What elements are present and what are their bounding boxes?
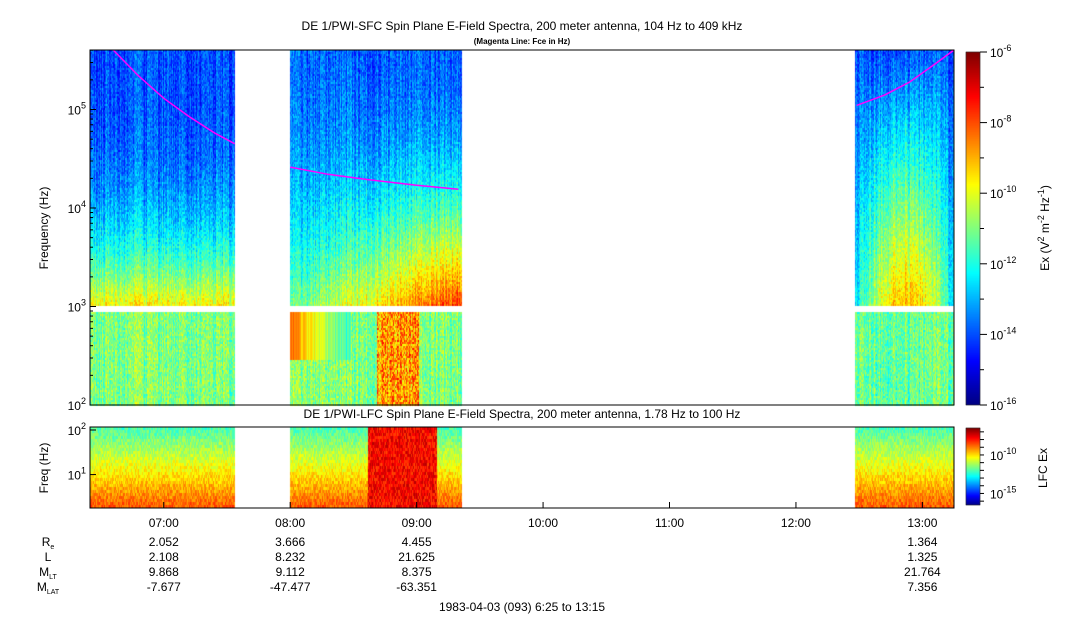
fce-line (290, 166, 459, 191)
x-tick-label: 08:00 (275, 516, 305, 530)
lfc-y-axis-label: Freq (Hz) (37, 443, 51, 494)
ephemeris-value: 9.868 (149, 565, 179, 579)
ephemeris-value: -7.677 (147, 580, 181, 594)
ephemeris-value: -47.477 (270, 580, 311, 594)
y-tick-label: 105 (68, 101, 86, 118)
y-tick-label: 102 (68, 396, 86, 413)
ephemeris-value: 1.325 (907, 550, 937, 564)
sfc-plot-frame (89, 49, 955, 406)
fce-line (112, 49, 235, 145)
lfc-colorbar-tick-label: 10-15 (990, 484, 1016, 501)
ephemeris-value: -63.351 (396, 580, 437, 594)
x-tick-label: 10:00 (528, 516, 558, 530)
colorbar-tick-label: 10-12 (990, 255, 1016, 272)
ephemeris-row-label: Re (42, 535, 55, 551)
x-tick-label: 12:00 (781, 516, 811, 530)
ephemeris-value: 3.666 (275, 535, 305, 549)
ephemeris-value: 9.112 (276, 565, 305, 579)
chart-subtitle: (Magenta Line: Fce in Hz) (474, 37, 571, 46)
ephemeris-value: 2.108 (149, 550, 179, 564)
y-tick-label: 104 (68, 199, 86, 216)
ephemeris-row-label: MLT (39, 565, 57, 581)
x-tick-label: 11:00 (655, 516, 684, 530)
colorbar-tick-label: 10-14 (990, 325, 1016, 342)
lfc-colorbar (965, 427, 981, 506)
ephemeris-value: 2.052 (149, 535, 179, 549)
lfc-title: DE 1/PWI-LFC Spin Plane E-Field Spectra,… (304, 407, 741, 421)
colorbar-label: Ex (V2 m-2 Hz-1) (1036, 185, 1052, 271)
ephemeris-value: 21.625 (398, 550, 435, 564)
lfc-plot-frame (89, 426, 955, 509)
y-tick-label: 103 (68, 298, 86, 315)
lfc-y-tick-label: 101 (68, 466, 86, 483)
x-tick-label: 13:00 (907, 516, 937, 530)
ephemeris-value: 1.364 (907, 535, 937, 549)
colorbar (965, 51, 981, 406)
fce-line (856, 49, 955, 107)
lfc-colorbar-label: LFC Ex (1036, 448, 1050, 488)
colorbar-tick-label: 10-16 (990, 396, 1016, 413)
x-tick-label: 09:00 (402, 516, 432, 530)
lfc-colorbar-tick-label: 10-10 (990, 446, 1016, 463)
x-tick-label: 07:00 (149, 516, 179, 530)
colorbar-tick-label: 10-10 (990, 184, 1016, 201)
y-axis-label: Frequency (Hz) (37, 187, 51, 270)
ephemeris-value: 4.455 (402, 535, 432, 549)
lfc-y-tick-label: 102 (68, 421, 86, 438)
ephemeris-value: 21.764 (904, 565, 941, 579)
ephemeris-value: 7.356 (907, 580, 937, 594)
ephemeris-value: 8.375 (402, 565, 432, 579)
ephemeris-row-label: L (45, 550, 52, 564)
colorbar-tick-label: 10-6 (990, 43, 1011, 60)
ephemeris-value: 8.232 (275, 550, 305, 564)
chart-title: DE 1/PWI-SFC Spin Plane E-Field Spectra,… (302, 19, 743, 33)
footer-date-range: 1983-04-03 (093) 6:25 to 13:15 (439, 600, 605, 614)
ephemeris-row-label: MLAT (37, 580, 60, 596)
colorbar-tick-label: 10-8 (990, 114, 1011, 131)
